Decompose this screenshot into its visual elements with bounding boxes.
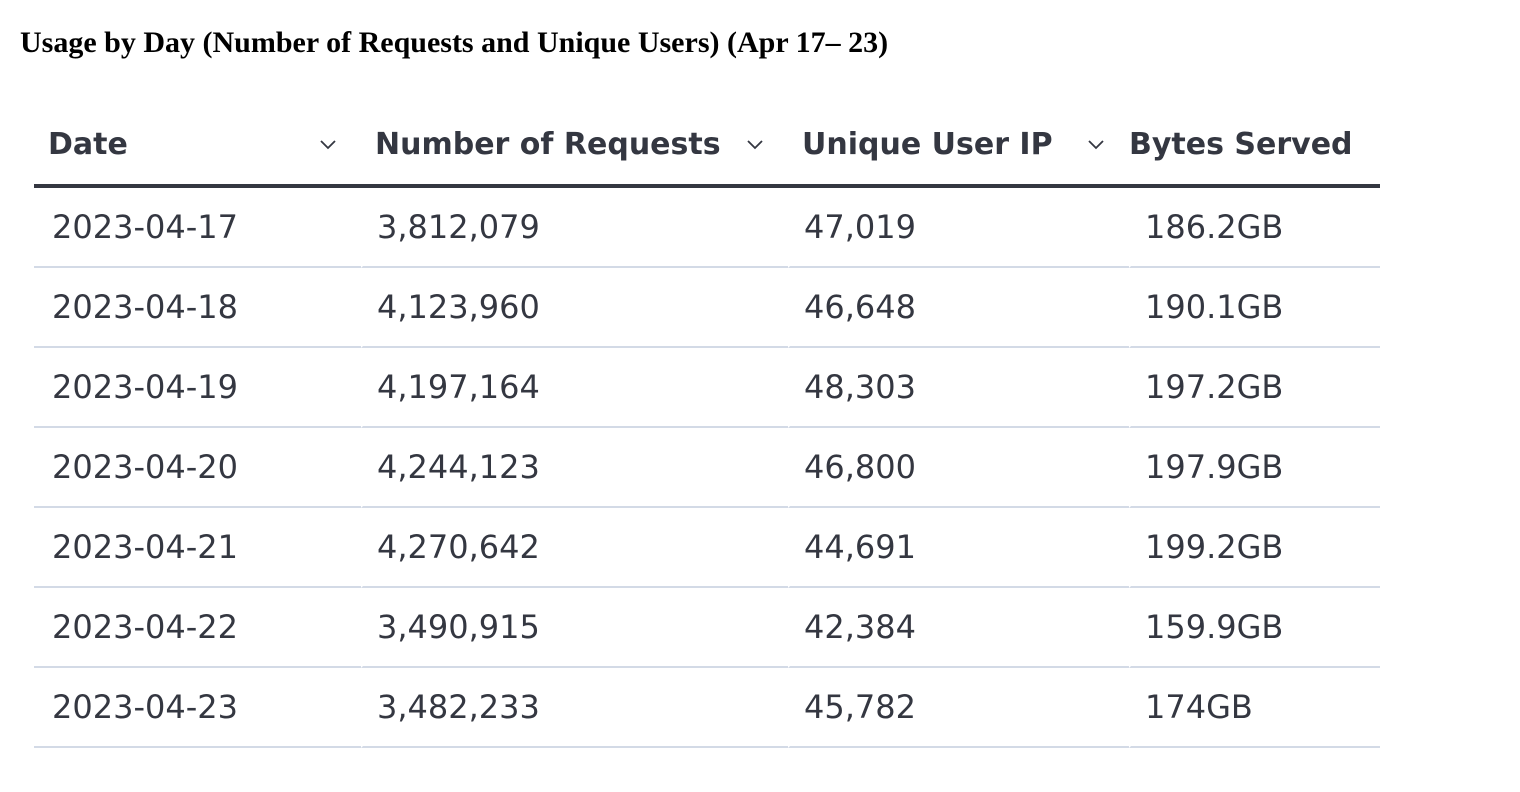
cell-number-of-requests: 3,482,233 [361, 668, 788, 748]
cell-bytes-served: 190.1GB [1129, 268, 1380, 348]
column-header-label: Unique User IP [802, 126, 1053, 162]
table-row: 2023-04-20 4,244,123 46,800 197.9GB [34, 428, 1380, 508]
cell-unique-user-ip: 45,782 [788, 668, 1129, 748]
cell-bytes-served: 174GB [1129, 668, 1380, 748]
chevron-down-icon[interactable] [746, 135, 764, 153]
cell-number-of-requests: 3,490,915 [361, 588, 788, 668]
chevron-down-icon[interactable] [319, 135, 337, 153]
column-header-label: Bytes Served [1129, 126, 1353, 162]
cell-number-of-requests: 4,197,164 [361, 348, 788, 428]
cell-unique-user-ip: 48,303 [788, 348, 1129, 428]
cell-date: 2023-04-17 [34, 188, 361, 268]
table-header: Date Number of Requests Unique User IP [34, 104, 1380, 188]
chevron-down-icon[interactable] [1087, 135, 1105, 153]
cell-unique-user-ip: 44,691 [788, 508, 1129, 588]
column-header-unique-user-ip[interactable]: Unique User IP [788, 104, 1129, 188]
table-row: 2023-04-21 4,270,642 44,691 199.2GB [34, 508, 1380, 588]
cell-date: 2023-04-21 [34, 508, 361, 588]
cell-unique-user-ip: 46,800 [788, 428, 1129, 508]
cell-date: 2023-04-19 [34, 348, 361, 428]
table-row: 2023-04-17 3,812,079 47,019 186.2GB [34, 188, 1380, 268]
cell-bytes-served: 159.9GB [1129, 588, 1380, 668]
cell-bytes-served: 199.2GB [1129, 508, 1380, 588]
column-header-bytes-served[interactable]: Bytes Served [1129, 104, 1380, 188]
cell-unique-user-ip: 46,648 [788, 268, 1129, 348]
cell-number-of-requests: 3,812,079 [361, 188, 788, 268]
cell-unique-user-ip: 42,384 [788, 588, 1129, 668]
cell-date: 2023-04-20 [34, 428, 361, 508]
cell-date: 2023-04-18 [34, 268, 361, 348]
cell-date: 2023-04-22 [34, 588, 361, 668]
header-row: Date Number of Requests Unique User IP [34, 104, 1380, 188]
table-row: 2023-04-18 4,123,960 46,648 190.1GB [34, 268, 1380, 348]
cell-number-of-requests: 4,270,642 [361, 508, 788, 588]
cell-bytes-served: 197.2GB [1129, 348, 1380, 428]
cell-number-of-requests: 4,123,960 [361, 268, 788, 348]
cell-date: 2023-04-23 [34, 668, 361, 748]
cell-bytes-served: 197.9GB [1129, 428, 1380, 508]
table-row: 2023-04-22 3,490,915 42,384 159.9GB [34, 588, 1380, 668]
table-body: 2023-04-17 3,812,079 47,019 186.2GB 2023… [34, 188, 1380, 748]
cell-bytes-served: 186.2GB [1129, 188, 1380, 268]
table-row: 2023-04-19 4,197,164 48,303 197.2GB [34, 348, 1380, 428]
usage-table: Date Number of Requests Unique User IP [34, 104, 1380, 748]
column-header-label: Date [48, 126, 128, 162]
cell-number-of-requests: 4,244,123 [361, 428, 788, 508]
cell-unique-user-ip: 47,019 [788, 188, 1129, 268]
page-title: Usage by Day (Number of Requests and Uni… [20, 26, 889, 59]
table-row: 2023-04-23 3,482,233 45,782 174GB [34, 668, 1380, 748]
column-header-label: Number of Requests [375, 126, 721, 162]
column-header-date[interactable]: Date [34, 104, 361, 188]
column-header-number-of-requests[interactable]: Number of Requests [361, 104, 788, 188]
